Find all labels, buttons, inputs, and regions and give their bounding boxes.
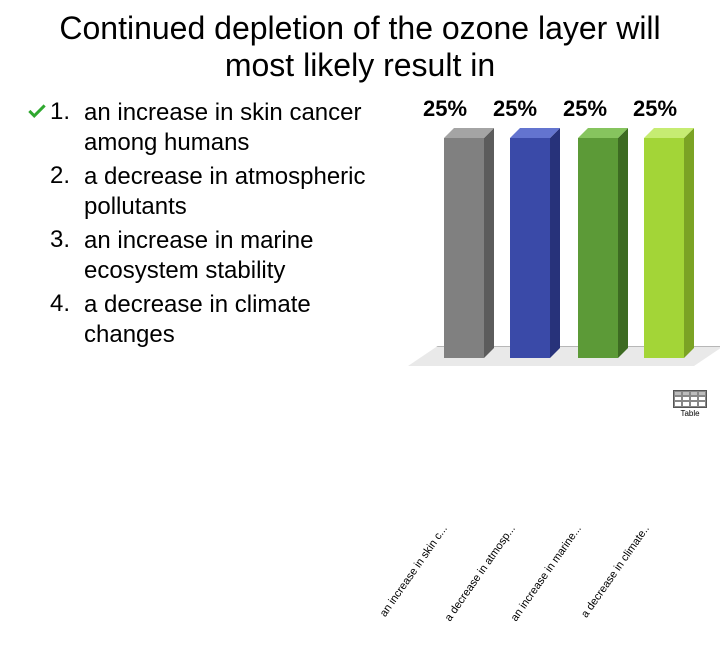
option-number: 1. [50,98,84,126]
option-text: an increase in skin cancer among humans [84,98,370,158]
table-icon [673,390,707,408]
option-text: an increase in marine ecosystem stabilit… [84,226,370,286]
x-axis-labels: an increase in skin c... a decrease in a… [400,390,700,530]
list-item[interactable]: 4. a decrease in climate changes [30,290,370,350]
bar [444,128,484,358]
option-number: 4. [50,290,84,318]
list-item[interactable]: 2. a decrease in atmospheric pollutants [30,162,370,222]
bar [644,128,684,358]
slide: Continued depletion of the ozone layer w… [0,0,720,540]
check-icon [26,101,50,123]
percent-label: 25% [423,96,467,122]
option-text: a decrease in climate changes [84,290,370,350]
table-button-label: Table [680,409,699,418]
bar-chart: 25% 25% 25% 25% [390,94,700,384]
bars-3d [408,124,688,364]
option-number: 3. [50,226,84,254]
option-text: a decrease in atmospheric pollutants [84,162,370,222]
list-item[interactable]: 3. an increase in marine ecosystem stabi… [30,226,370,286]
percent-label: 25% [493,96,537,122]
table-button[interactable]: Table [668,390,712,418]
percent-label: 25% [563,96,607,122]
bar [510,128,550,358]
list-item[interactable]: 1. an increase in skin cancer among huma… [30,98,370,158]
slide-title: Continued depletion of the ozone layer w… [0,0,720,90]
bar [578,128,618,358]
percent-label: 25% [633,96,677,122]
content: 1. an increase in skin cancer among huma… [0,90,720,520]
answer-list: 1. an increase in skin cancer among huma… [30,98,370,354]
percent-row: 25% 25% 25% 25% [410,96,690,122]
option-number: 2. [50,162,84,190]
